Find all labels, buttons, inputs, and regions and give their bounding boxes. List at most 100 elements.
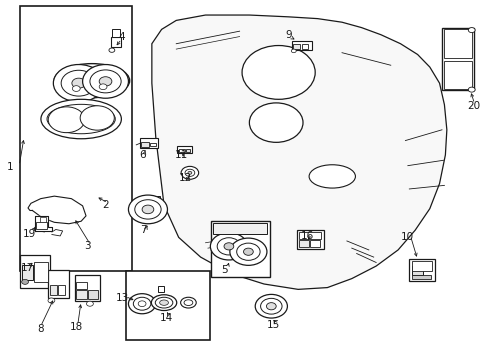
Bar bbox=[140, 138, 158, 148]
Circle shape bbox=[249, 103, 303, 142]
Ellipse shape bbox=[54, 64, 129, 98]
Bar bbox=[36, 222, 47, 229]
Ellipse shape bbox=[151, 295, 176, 311]
Bar bbox=[178, 149, 185, 152]
Text: 18: 18 bbox=[69, 322, 83, 332]
Bar bbox=[111, 37, 121, 47]
Bar bbox=[177, 145, 191, 153]
Circle shape bbox=[243, 248, 253, 255]
Bar bbox=[143, 196, 160, 216]
Text: 3: 3 bbox=[84, 241, 91, 251]
Bar bbox=[297, 230, 324, 249]
Bar bbox=[292, 41, 311, 50]
Ellipse shape bbox=[183, 300, 192, 306]
Circle shape bbox=[21, 279, 28, 284]
Text: 7: 7 bbox=[140, 225, 146, 235]
Bar bbox=[48, 270, 69, 298]
Ellipse shape bbox=[59, 67, 124, 94]
Circle shape bbox=[142, 205, 154, 214]
Circle shape bbox=[217, 238, 240, 255]
Circle shape bbox=[82, 64, 128, 98]
Bar bbox=[310, 240, 320, 247]
Ellipse shape bbox=[180, 297, 196, 308]
Bar bbox=[88, 290, 98, 299]
Ellipse shape bbox=[80, 106, 114, 130]
Bar bbox=[76, 282, 87, 289]
Bar bbox=[158, 286, 163, 292]
Bar bbox=[20, 6, 132, 271]
Circle shape bbox=[468, 28, 474, 33]
Circle shape bbox=[61, 70, 96, 96]
Text: 2: 2 bbox=[102, 200, 109, 210]
Circle shape bbox=[229, 238, 266, 265]
Circle shape bbox=[109, 48, 115, 52]
Circle shape bbox=[128, 195, 167, 224]
Circle shape bbox=[210, 233, 247, 260]
Bar bbox=[40, 217, 45, 222]
Circle shape bbox=[99, 77, 112, 86]
Circle shape bbox=[48, 298, 55, 303]
Bar bbox=[20, 255, 50, 288]
Circle shape bbox=[86, 301, 93, 306]
Circle shape bbox=[53, 64, 104, 102]
Text: 12: 12 bbox=[178, 173, 191, 183]
Circle shape bbox=[255, 294, 287, 318]
Polygon shape bbox=[152, 15, 446, 289]
Text: 5: 5 bbox=[221, 265, 228, 275]
Circle shape bbox=[468, 87, 474, 92]
Bar bbox=[76, 290, 87, 299]
Text: 17: 17 bbox=[21, 263, 34, 273]
Bar bbox=[408, 259, 434, 281]
Circle shape bbox=[72, 78, 85, 88]
Text: 10: 10 bbox=[401, 232, 413, 242]
Ellipse shape bbox=[155, 297, 172, 308]
Bar bbox=[301, 44, 308, 49]
Bar bbox=[112, 29, 120, 37]
Ellipse shape bbox=[308, 165, 355, 188]
Bar bbox=[185, 149, 189, 152]
Bar bbox=[22, 265, 33, 280]
Bar bbox=[212, 223, 267, 234]
Circle shape bbox=[90, 70, 121, 93]
Circle shape bbox=[291, 49, 296, 53]
Bar bbox=[443, 60, 471, 89]
Text: 8: 8 bbox=[37, 324, 44, 334]
Circle shape bbox=[99, 84, 107, 90]
Circle shape bbox=[138, 301, 146, 307]
Circle shape bbox=[184, 169, 194, 176]
Ellipse shape bbox=[159, 300, 168, 305]
Text: 4: 4 bbox=[118, 32, 124, 41]
Circle shape bbox=[187, 171, 191, 174]
Circle shape bbox=[133, 297, 151, 310]
Text: 6: 6 bbox=[139, 150, 145, 160]
Circle shape bbox=[242, 45, 315, 99]
Text: 9: 9 bbox=[285, 30, 291, 40]
Bar bbox=[411, 261, 431, 271]
Circle shape bbox=[72, 86, 80, 91]
Text: 19: 19 bbox=[22, 229, 36, 239]
Bar bbox=[50, 285, 57, 296]
Circle shape bbox=[236, 243, 260, 260]
Circle shape bbox=[260, 298, 282, 314]
Ellipse shape bbox=[48, 107, 84, 133]
Ellipse shape bbox=[47, 104, 115, 134]
Polygon shape bbox=[35, 216, 52, 231]
Bar bbox=[411, 275, 430, 279]
Bar bbox=[443, 30, 471, 58]
Circle shape bbox=[128, 294, 156, 314]
Bar bbox=[58, 285, 65, 296]
Text: 15: 15 bbox=[266, 320, 280, 330]
Bar bbox=[141, 142, 149, 147]
Text: 16: 16 bbox=[301, 231, 314, 240]
Text: 20: 20 bbox=[466, 102, 479, 112]
Bar bbox=[75, 275, 100, 301]
Circle shape bbox=[135, 200, 161, 219]
Bar bbox=[211, 221, 269, 277]
Bar bbox=[411, 266, 423, 275]
Bar bbox=[441, 28, 473, 90]
Bar bbox=[34, 262, 47, 282]
Text: 11: 11 bbox=[174, 150, 187, 160]
Text: 1: 1 bbox=[7, 162, 14, 172]
Polygon shape bbox=[28, 196, 86, 224]
Bar bbox=[150, 143, 156, 146]
